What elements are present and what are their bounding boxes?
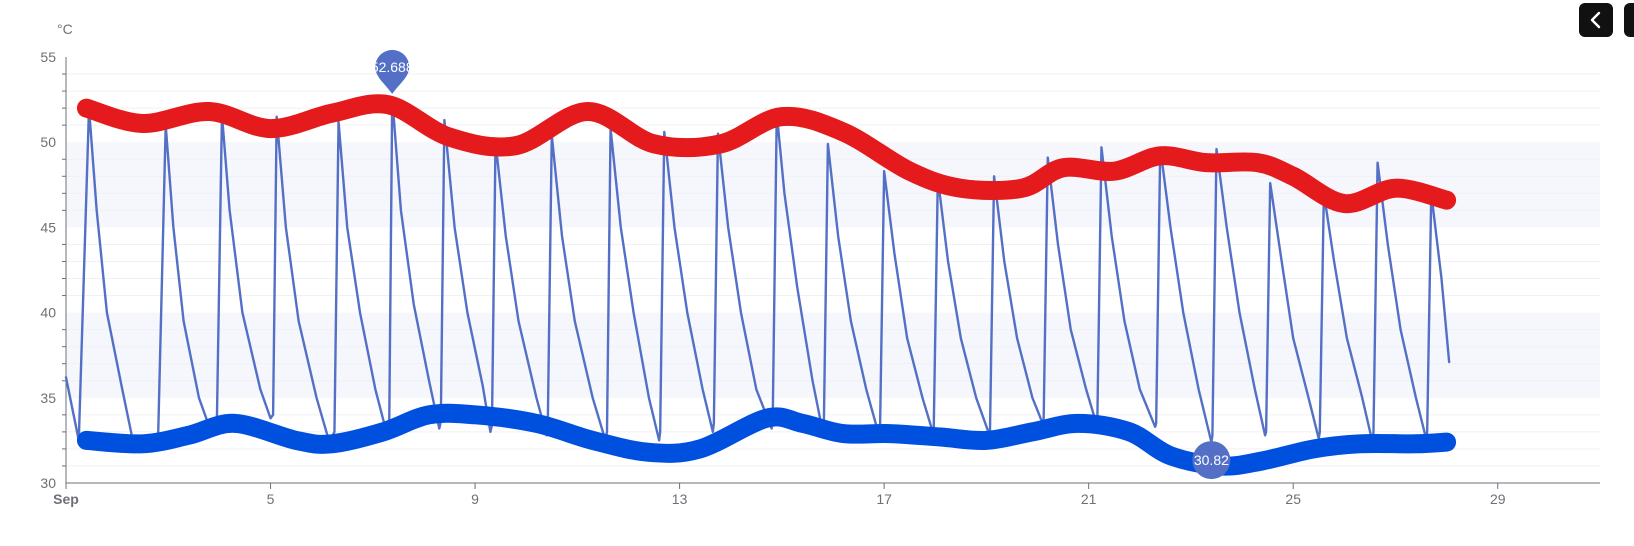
next-button[interactable] (1624, 3, 1634, 37)
y-axis-unit-label: °C (57, 21, 73, 37)
x-tick-label: 29 (1490, 491, 1506, 507)
min-marker[interactable]: 30.82 (1192, 441, 1231, 480)
x-tick-label: 9 (471, 491, 479, 507)
min-trend-line (76, 403, 1457, 476)
min-marker-label: 30.82 (1194, 452, 1229, 468)
y-tick-label: 50 (40, 134, 56, 150)
band-1 (66, 312, 1600, 398)
max-trend-line (76, 94, 1457, 214)
x-tick-label: 21 (1081, 491, 1097, 507)
y-tick-label: 40 (40, 305, 56, 321)
max-marker[interactable]: 52.688 (371, 49, 414, 94)
x-tick-label: 5 (267, 491, 275, 507)
min-marker-pin (1192, 441, 1231, 480)
y-tick-label: 35 (40, 390, 56, 406)
x-tick-label: Sep (53, 491, 79, 507)
x-tick-label: 25 (1285, 491, 1301, 507)
y-tick-label: 55 (40, 49, 56, 65)
x-tick-label: 17 (876, 491, 892, 507)
max-marker-label: 52.688 (371, 59, 414, 75)
x-tick-label: 13 (672, 491, 688, 507)
chevron-left-icon (1590, 11, 1601, 29)
prev-button[interactable] (1579, 3, 1613, 37)
markers: 52.688 30.82 (371, 49, 1231, 480)
y-tick-label: 45 (40, 219, 56, 235)
max-marker-pin (375, 49, 410, 94)
axes: 30 35 40 45 50 55 Sep 5 9 13 17 21 25 29 (40, 49, 1600, 507)
y-tick-label: 30 (40, 475, 56, 491)
series-lines (64, 94, 1457, 476)
